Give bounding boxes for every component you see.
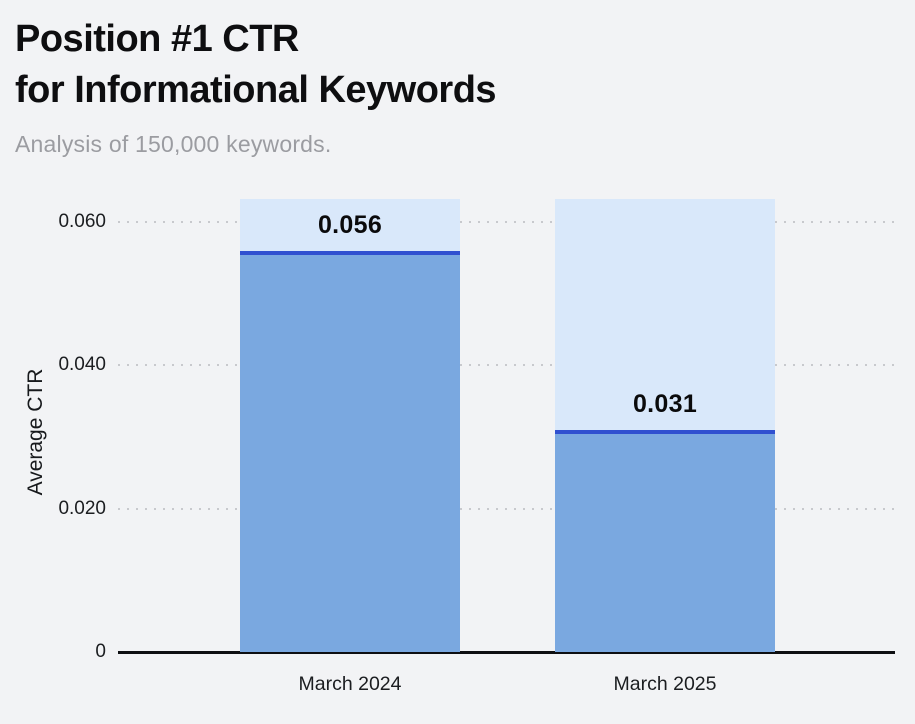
bar-fill [555,429,775,652]
y-tick-label: 0.040 [58,354,106,376]
y-axis-title: Average CTR [24,368,47,496]
y-tick-label: 0.060 [58,210,106,232]
category-label: March 2024 [298,673,402,695]
y-tick-label: 0.020 [58,497,106,519]
gridline [118,507,895,510]
gridline [118,364,895,367]
x-axis-line [118,651,895,654]
gridline [118,220,895,223]
chart-subtitle: Analysis of 150,000 keywords. [15,131,332,157]
y-tick-label: 0 [95,641,106,662]
bar-value-label: 0.056 [317,210,383,239]
page-title: Position #1 CTR for Informational Keywor… [15,14,497,116]
bar-value-label: 0.031 [632,389,698,418]
category-label: March 2025 [613,673,717,695]
bar-fill [240,250,460,652]
title-line-1: Position #1 CTR [15,18,299,60]
title-line-2: for Informational Keywords [15,69,497,111]
